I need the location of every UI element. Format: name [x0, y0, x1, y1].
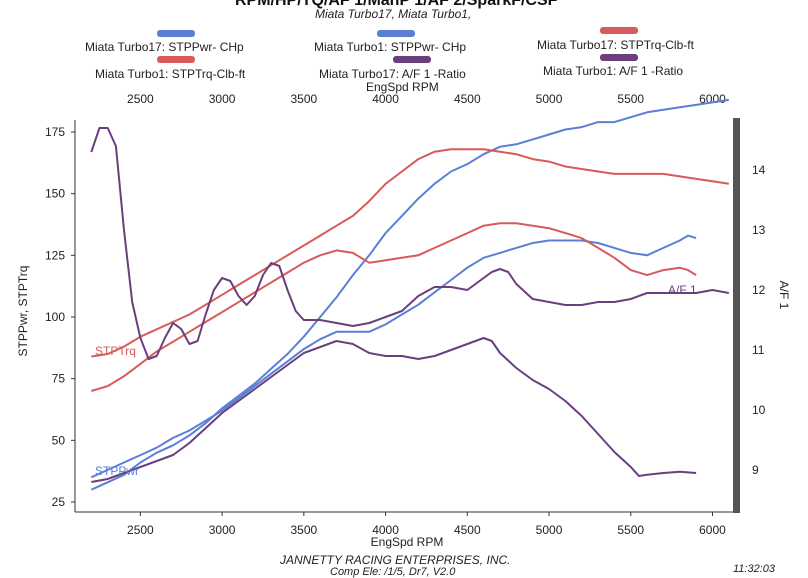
series-line-3 — [91, 222, 697, 392]
legend-label-t17-torque: Miata Turbo17: STPTrq-Clb-ft — [537, 38, 694, 52]
y-axis-title: STPPwr, STPTrq — [16, 266, 30, 357]
x-axis-title: EngSpd RPM — [371, 535, 444, 549]
legend-label-t17-power: Miata Turbo17: STPPwr- CHp — [85, 40, 244, 54]
x-top-tick-label: 5500 — [617, 92, 644, 106]
inline-label-torque: STPTrq — [95, 344, 136, 358]
series-line-0 — [90, 98, 729, 491]
legend-swatch-t1-af — [600, 54, 638, 61]
series-line-2 — [91, 148, 729, 358]
y-tick-label: 75 — [52, 372, 66, 386]
y-tick-label: 25 — [52, 495, 66, 509]
legend-swatch-t1-torque — [157, 56, 195, 63]
chart-subtitle: Miata Turbo17, Miata Turbo1, — [315, 7, 472, 21]
legend-swatch-t17-af — [393, 56, 431, 63]
y2-tick-label: 9 — [752, 463, 759, 477]
x-top-tick-label: 3500 — [290, 92, 317, 106]
x-tick-label: 5000 — [536, 523, 563, 537]
y2-tick-label: 11 — [752, 343, 765, 357]
x-tick-label: 5500 — [617, 523, 644, 537]
right-axis-bar — [733, 118, 740, 513]
series-line-4 — [90, 127, 729, 360]
y-tick-label: 50 — [52, 433, 66, 447]
legend-label-t1-power: Miata Turbo1: STPPwr- CHp — [314, 40, 467, 54]
footer-company: JANNETTY RACING ENTERPRISES, INC. — [280, 553, 511, 567]
legend-label-t17-af: Miata Turbo17: A/F 1 -Ratio — [319, 67, 466, 81]
x-tick-label: 3500 — [290, 523, 317, 537]
legend-swatch-t17-torque — [600, 27, 638, 34]
legend-label-t1-af: Miata Turbo1: A/F 1 -Ratio — [543, 64, 684, 78]
x-top-tick-label: 4500 — [454, 92, 481, 106]
y-tick-label: 150 — [45, 187, 65, 201]
x-tick-label: 4000 — [372, 523, 399, 537]
x-tick-label: 2500 — [127, 523, 154, 537]
legend-swatch-t17-power — [157, 30, 195, 37]
x-top-tick-label: 3000 — [209, 92, 236, 106]
top-axis-title: EngSpd RPM — [366, 80, 439, 94]
footer-time: 11:32:03 — [733, 563, 776, 575]
legend-label-t1-torque: Miata Turbo1: STPTrq-Clb-ft — [95, 67, 246, 81]
inline-label-af: A/F 1 — [668, 283, 697, 297]
chart-title: RPM/HP/TQ/AF 1/ManP 1/AF 2/SparkF/CSF — [235, 0, 558, 9]
y-tick-label: 100 — [45, 310, 65, 324]
y-tick-label: 125 — [45, 248, 65, 262]
x-top-tick-label: 4000 — [372, 92, 399, 106]
y2-tick-label: 10 — [752, 403, 766, 417]
x-top-tick-label: 5000 — [536, 92, 563, 106]
x-tick-label: 4500 — [454, 523, 481, 537]
inline-label-power: STPPwr — [95, 464, 139, 478]
y2-axis-title: A/F 1 — [777, 281, 791, 310]
x-tick-label: 6000 — [699, 523, 726, 537]
x-top-tick-label: 2500 — [127, 92, 154, 106]
y2-tick-label: 12 — [752, 283, 766, 297]
legend-swatch-t1-power — [377, 30, 415, 37]
y-tick-label: 175 — [45, 125, 65, 139]
y2-tick-label: 13 — [752, 223, 766, 237]
series-line-1 — [90, 234, 697, 479]
series-line-5 — [91, 337, 697, 483]
y2-tick-label: 14 — [752, 163, 766, 177]
footer-line2: Comp Ele: /1/5, Dr7, V2.0 — [330, 566, 456, 578]
x-tick-label: 3000 — [209, 523, 236, 537]
